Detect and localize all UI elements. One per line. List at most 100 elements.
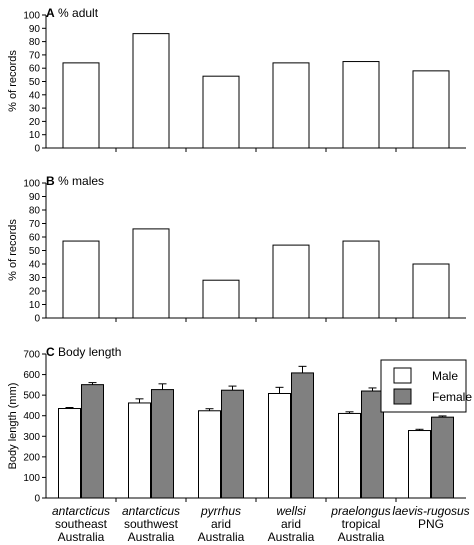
panel-b: B % males % of records 0 10 20 30 40 50 60 70 80… <box>7 174 466 325</box>
panel-a-bar <box>132 33 170 149</box>
category-labels: antarcticus southeast Australiaantarcticus… <box>52 504 470 544</box>
category-country: Australia <box>268 530 315 544</box>
category-country: Australia <box>128 530 175 544</box>
panel-c-bar-female <box>431 416 454 499</box>
legend-label-male: Male <box>432 369 458 383</box>
panel-b-y-axis: 0 10 20 30 40 50 60 70 80 90 100 <box>23 179 466 325</box>
category-label: praelongus tropical Australia <box>330 504 390 544</box>
category-label: antarcticus southwest Australia <box>122 504 180 544</box>
panel-a-y-tick-label: 90 <box>29 24 41 35</box>
panel-c-y-tick-label: 600 <box>23 370 40 381</box>
category-region: arid <box>211 517 231 531</box>
legend-swatch-female <box>393 388 412 405</box>
category-species: antarcticus <box>122 504 180 518</box>
panel-a-y-axis: 0 10 20 30 40 50 60 70 80 90 100 <box>23 11 466 155</box>
panel-c-bars <box>58 365 454 499</box>
panel-c-bar-female <box>81 384 104 499</box>
panel-a-bar <box>272 62 310 149</box>
panel-c-y-tick-label: 0 <box>34 494 40 505</box>
panel-b-y-tick-label: 70 <box>29 219 41 230</box>
panel-b-y-tick-label: 60 <box>29 233 41 244</box>
category-label: pyrrhus arid Australia <box>198 504 245 544</box>
category-region: PNG <box>418 517 444 531</box>
category-region: southwest <box>124 517 179 531</box>
panel-c-bar-female <box>221 389 244 499</box>
panel-b-y-tick-label: 80 <box>29 206 41 217</box>
panel-b-y-tick-label: 10 <box>29 300 41 311</box>
panel-b-y-tick-label: 40 <box>29 260 41 271</box>
legend-swatch-male <box>393 367 412 384</box>
panel-a-y-tick-label: 10 <box>29 130 41 141</box>
category-species: antarcticus <box>52 504 110 518</box>
panel-a-bars <box>62 33 450 149</box>
category-species: pyrrhus <box>200 504 241 518</box>
panel-c-y-tick-label: 200 <box>23 452 40 463</box>
panel-b-title: B % males <box>46 174 104 188</box>
panel-a-bar <box>62 62 100 149</box>
panel-b-title-text: % males <box>58 174 104 188</box>
legend-label-female: Female <box>432 390 472 404</box>
category-label: antarcticus southeast Australia <box>52 504 110 544</box>
panel-a-letter: A <box>46 6 55 20</box>
category-region: southeast <box>55 517 108 531</box>
panel-b-letter: B <box>46 174 55 188</box>
panel-b-y-tick-label: 20 <box>29 287 41 298</box>
panel-a-y-tick-label: 30 <box>29 104 41 115</box>
panel-a: A % adult % of records 0 10 20 30 40 50 60 70 80… <box>7 6 466 155</box>
panel-c-bar-male <box>198 410 221 499</box>
panel-c-y-tick-label: 300 <box>23 432 40 443</box>
panel-c: C Body length Body length (mm) 0 100 200 30… <box>7 345 472 505</box>
category-label: wellsi arid Australia <box>268 504 315 544</box>
panel-a-y-tick-label: 50 <box>29 77 41 88</box>
panel-a-y-axis-label: % of records <box>7 50 19 112</box>
panel-c-bar-male <box>268 392 291 499</box>
panel-c-y-tick-label: 700 <box>23 350 40 361</box>
panel-c-y-axis-label: Body length (mm) <box>7 383 19 470</box>
panel-b-y-tick-label: 0 <box>34 314 40 325</box>
category-region: tropical <box>342 517 381 531</box>
panel-c-bar-male <box>408 430 431 499</box>
panel-a-y-tick-label: 80 <box>29 37 41 48</box>
panel-a-bar <box>202 75 240 149</box>
panel-b-bar <box>272 244 310 319</box>
category-label: laevis-rugosus PNG <box>392 504 469 531</box>
panel-c-letter: C <box>46 345 55 359</box>
category-species: laevis-rugosus <box>392 504 469 518</box>
category-country: Australia <box>198 530 245 544</box>
panel-b-y-axis-label: % of records <box>7 219 19 281</box>
panel-a-bar <box>342 61 380 149</box>
panel-b-y-tick-label: 90 <box>29 192 41 203</box>
panel-a-y-tick-label: 70 <box>29 50 41 61</box>
panel-b-y-tick-label: 100 <box>23 179 40 190</box>
panel-b-bar <box>412 263 450 319</box>
panel-a-y-tick-label: 100 <box>23 11 40 22</box>
panel-c-title-text: Body length <box>58 345 121 359</box>
panel-b-bar <box>62 240 100 319</box>
panel-a-title-text: % adult <box>58 6 99 20</box>
panel-b-y-tick-label: 50 <box>29 246 41 257</box>
panel-a-y-tick-label: 0 <box>34 144 40 155</box>
panel-c-bar-female <box>361 390 384 499</box>
panel-c-bar-female <box>151 389 174 499</box>
panel-b-bar <box>132 228 170 319</box>
category-species: wellsi <box>276 504 306 518</box>
panel-c-bar-male <box>338 412 361 499</box>
panel-c-y-tick-label: 400 <box>23 411 40 422</box>
panel-c-y-axis: 0 100 200 300 400 500 600 700 <box>23 350 466 505</box>
panel-c-bar-female <box>291 372 314 499</box>
panel-a-y-tick-label: 20 <box>29 117 41 128</box>
panel-c-y-tick-label: 500 <box>23 391 40 402</box>
panel-c-y-tick-label: 100 <box>23 473 40 484</box>
legend: Male Female <box>380 359 472 413</box>
category-species: praelongus <box>330 504 390 518</box>
panel-a-y-tick-label: 40 <box>29 90 41 101</box>
panel-a-title: A % adult <box>46 6 99 20</box>
panel-b-bars <box>62 228 450 319</box>
panel-c-title: C Body length <box>46 345 121 359</box>
panel-b-bar <box>202 279 240 319</box>
category-country: Australia <box>58 530 105 544</box>
category-region: arid <box>281 517 301 531</box>
panel-c-bar-male <box>128 402 151 499</box>
panel-b-y-tick-label: 30 <box>29 273 41 284</box>
